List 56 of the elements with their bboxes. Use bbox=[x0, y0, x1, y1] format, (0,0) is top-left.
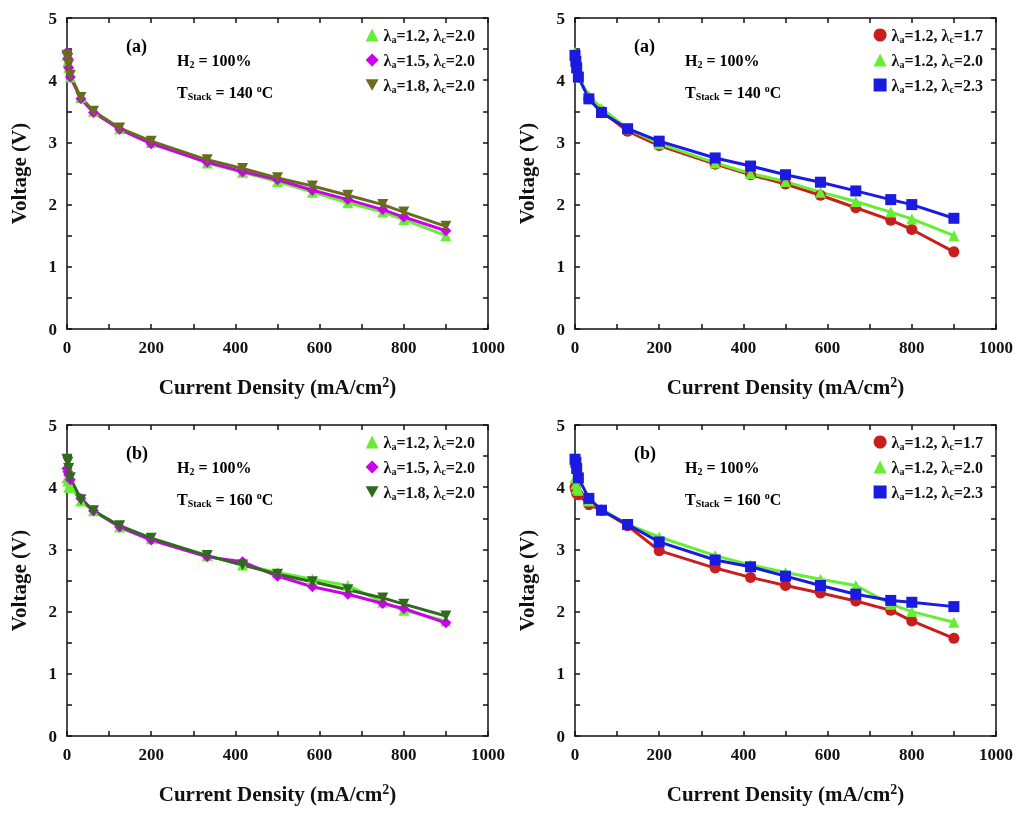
x-tick-label: 1000 bbox=[471, 338, 505, 357]
annotation: (b) bbox=[633, 442, 656, 464]
y-tick-label: 2 bbox=[556, 602, 565, 622]
x-tick-label: 0 bbox=[62, 745, 72, 764]
x-tick-label: 800 bbox=[899, 745, 925, 764]
x-tick-label: 1000 bbox=[979, 338, 1013, 357]
x-tick-label: 800 bbox=[391, 338, 417, 357]
x-tick-label: 400 bbox=[222, 338, 249, 357]
x-tick-label: 400 bbox=[730, 338, 757, 357]
y-axis-title: Voltage (V) bbox=[514, 529, 539, 632]
y-tick-label: 5 bbox=[48, 8, 57, 28]
x-tick-label: 600 bbox=[814, 745, 841, 764]
y-tick-label: 2 bbox=[48, 195, 57, 215]
y-tick-label: 4 bbox=[48, 70, 58, 90]
y-tick-label: 3 bbox=[556, 132, 565, 152]
y-tick-label: 5 bbox=[556, 415, 565, 435]
x-tick-label: 200 bbox=[646, 745, 672, 764]
y-tick-label: 1 bbox=[48, 664, 57, 684]
x-tick-label: 400 bbox=[730, 745, 757, 764]
x-tick-label: 200 bbox=[646, 338, 672, 357]
y-tick-label: 3 bbox=[48, 539, 57, 559]
y-tick-label: 0 bbox=[556, 319, 565, 339]
x-tick-label: 200 bbox=[138, 338, 164, 357]
annotation: (a) bbox=[125, 35, 147, 57]
y-tick-label: 3 bbox=[48, 132, 57, 152]
x-tick-label: 1000 bbox=[979, 745, 1013, 764]
y-tick-label: 0 bbox=[48, 319, 57, 339]
y-tick-label: 0 bbox=[48, 726, 57, 746]
x-tick-label: 800 bbox=[899, 338, 925, 357]
x-tick-label: 0 bbox=[570, 745, 580, 764]
y-axis-title: Voltage (V) bbox=[6, 529, 31, 632]
x-tick-label: 400 bbox=[222, 745, 249, 764]
x-tick-label: 600 bbox=[306, 338, 333, 357]
y-tick-label: 2 bbox=[48, 602, 57, 622]
y-tick-label: 0 bbox=[556, 726, 565, 746]
y-axis-title: Voltage (V) bbox=[514, 122, 539, 225]
x-tick-label: 0 bbox=[570, 338, 580, 357]
x-tick-label: 200 bbox=[138, 745, 164, 764]
x-tick-label: 800 bbox=[391, 745, 417, 764]
y-tick-label: 4 bbox=[556, 477, 566, 497]
y-tick-label: 4 bbox=[556, 70, 566, 90]
x-tick-label: 600 bbox=[814, 338, 841, 357]
x-tick-label: 0 bbox=[62, 338, 72, 357]
y-tick-label: 1 bbox=[556, 664, 565, 684]
x-tick-label: 1000 bbox=[471, 745, 505, 764]
y-tick-label: 1 bbox=[48, 257, 57, 277]
annotation: (a) bbox=[633, 35, 655, 57]
annotation: (b) bbox=[125, 442, 148, 464]
y-tick-label: 3 bbox=[556, 539, 565, 559]
x-tick-label: 600 bbox=[306, 745, 333, 764]
y-tick-label: 5 bbox=[48, 415, 57, 435]
y-tick-label: 5 bbox=[556, 8, 565, 28]
y-tick-label: 4 bbox=[48, 477, 58, 497]
y-tick-label: 1 bbox=[556, 257, 565, 277]
y-tick-label: 2 bbox=[556, 195, 565, 215]
y-axis-title: Voltage (V) bbox=[6, 122, 31, 225]
